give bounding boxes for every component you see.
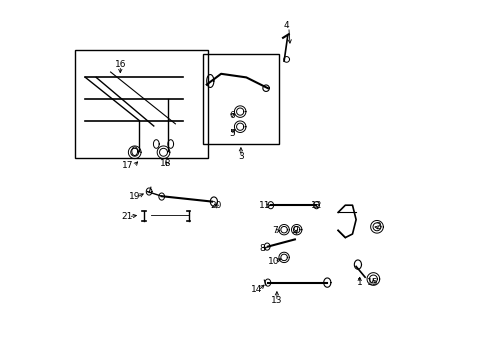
Text: 8: 8 [258,244,264,253]
Text: 3: 3 [238,152,244,161]
Text: 18: 18 [159,159,171,168]
Text: 6: 6 [228,111,234,120]
Text: 13: 13 [270,296,282,305]
Text: 19: 19 [129,192,140,201]
Text: 12: 12 [310,201,322,210]
Text: 16: 16 [114,60,126,69]
Text: 1: 1 [356,278,362,287]
Bar [203,54,278,144]
Text: 2: 2 [374,222,380,231]
Text: 4: 4 [283,21,288,30]
Text: 11: 11 [258,201,269,210]
Text: 21: 21 [122,212,133,220]
Text: 15: 15 [366,278,377,287]
Text: 7: 7 [272,226,277,235]
Text: 10: 10 [267,256,279,266]
Text: 14: 14 [251,285,262,294]
Text: 9: 9 [291,226,297,235]
Bar [75,50,207,158]
Text: 5: 5 [228,130,234,139]
Text: 20: 20 [209,201,221,210]
Text: 17: 17 [122,161,133,170]
